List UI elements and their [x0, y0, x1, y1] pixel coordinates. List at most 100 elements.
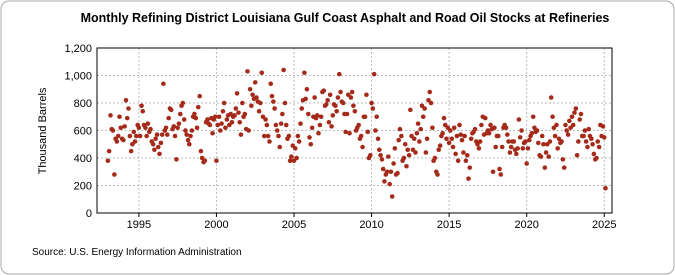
data-point: [448, 128, 453, 133]
data-point: [418, 126, 424, 132]
data-point: [154, 132, 160, 137]
data-point: [163, 125, 169, 131]
data-point: [490, 169, 496, 175]
data-point: [216, 114, 222, 120]
data-point: [378, 152, 383, 158]
data-point: [327, 92, 333, 98]
data-point: [444, 136, 449, 142]
data-point: [292, 146, 298, 151]
y-tick-label: 1,200: [64, 43, 92, 55]
data-point: [446, 140, 452, 146]
data-point: [391, 161, 396, 166]
data-point: [482, 115, 488, 121]
data-point: [392, 146, 398, 151]
data-point: [233, 106, 239, 111]
data-point: [215, 122, 220, 128]
data-point: [455, 158, 461, 164]
data-point: [364, 92, 369, 98]
data-point: [219, 121, 224, 126]
data-point: [454, 133, 460, 139]
data-point: [472, 126, 478, 132]
data-point: [356, 122, 361, 128]
plot-area: 0 200 400 600 800 1,000 1,200 1995 2000 2005 2010 2…: [64, 43, 616, 231]
x-tick-label: 2000: [204, 219, 228, 231]
data-point: [261, 133, 267, 139]
data-point: [601, 135, 607, 140]
plot-border: [96, 47, 613, 214]
data-point: [559, 139, 564, 144]
data-point: [574, 152, 580, 158]
data-point: [197, 93, 202, 99]
data-point: [317, 122, 323, 128]
data-point: [122, 124, 127, 129]
data-point: [274, 128, 280, 133]
data-point: [436, 147, 442, 153]
data-point: [351, 103, 356, 109]
data-point: [499, 144, 505, 150]
data-point: [131, 129, 137, 135]
data-point: [289, 154, 294, 159]
data-point: [198, 148, 204, 154]
data-point: [449, 136, 455, 142]
data-point: [161, 81, 166, 87]
data-point: [282, 100, 288, 106]
data-point: [207, 122, 213, 128]
data-point: [139, 103, 144, 109]
data-point: [463, 158, 469, 164]
data-point: [539, 133, 545, 139]
data-point: [379, 157, 385, 162]
y-tick-label: 1,000: [64, 71, 92, 83]
data-point: [194, 125, 200, 131]
data-point: [373, 128, 378, 133]
data-point: [159, 132, 165, 137]
data-point: [554, 122, 559, 128]
data-point: [112, 172, 117, 177]
data-point: [254, 95, 259, 100]
data-point: [570, 122, 576, 128]
data-point: [506, 139, 511, 144]
data-point: [577, 117, 583, 122]
data-point: [155, 144, 161, 150]
data-point: [174, 157, 179, 162]
data-point: [108, 113, 113, 118]
data-point: [411, 136, 417, 142]
data-point: [352, 108, 358, 114]
data-point: [591, 151, 597, 157]
data-point: [221, 100, 227, 106]
source-note: Source: U.S. Energy Information Administ…: [32, 247, 242, 258]
data-point: [148, 126, 153, 132]
data-point: [547, 139, 553, 144]
data-point: [137, 133, 143, 139]
data-point: [326, 119, 332, 125]
data-point: [343, 129, 348, 135]
data-point: [195, 104, 201, 110]
data-point: [462, 133, 467, 139]
data-point: [413, 150, 418, 155]
data-point: [520, 146, 526, 151]
data-point: [258, 100, 263, 106]
data-point: [362, 114, 368, 120]
data-point: [586, 126, 592, 132]
data-point: [307, 135, 312, 140]
data-point: [189, 128, 195, 133]
data-point: [250, 92, 255, 98]
data-point: [296, 139, 302, 144]
data-point: [360, 144, 365, 150]
data-point: [295, 133, 301, 139]
data-point: [582, 128, 588, 133]
data-point: [214, 158, 219, 164]
data-point: [477, 139, 483, 144]
data-point: [278, 121, 284, 126]
data-point: [312, 95, 317, 100]
data-point: [245, 69, 250, 74]
data-point: [132, 139, 138, 144]
data-point: [344, 111, 350, 117]
data-point: [441, 115, 447, 121]
data-point: [417, 139, 422, 144]
data-point: [171, 124, 177, 129]
data-point: [546, 154, 552, 159]
data-point: [256, 108, 262, 114]
data-point: [536, 140, 541, 146]
data-point: [309, 125, 315, 131]
data-point: [110, 128, 116, 133]
